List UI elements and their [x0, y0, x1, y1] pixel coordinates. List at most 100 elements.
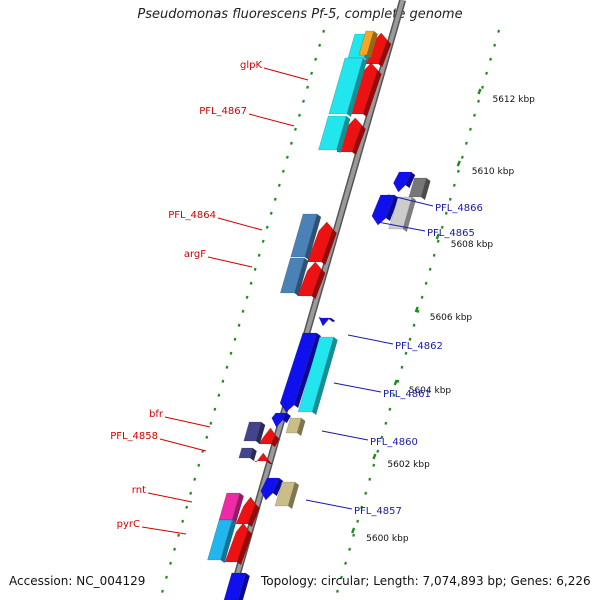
genome-summary-text: Topology: circular; Length: 7,074,893 bp… [261, 574, 591, 588]
gene-arrow-side [282, 413, 291, 423]
scale-tick [376, 449, 380, 453]
scale-tick [436, 239, 440, 243]
scale-tick [473, 113, 476, 117]
gene-label: PFL_4867 [199, 106, 247, 117]
gene-arrow-side [272, 478, 284, 496]
gene-label: glpK [240, 60, 262, 71]
scale-tick [456, 169, 460, 173]
scale-tick [392, 393, 396, 397]
scale-tick [364, 491, 368, 495]
major-tick [393, 379, 398, 386]
forward-cog-block [318, 115, 351, 153]
scale-tick [322, 29, 326, 33]
gene-arrow-side [311, 269, 326, 299]
reverse-cog-block [388, 196, 416, 232]
scale-tick [173, 547, 177, 551]
forward-gene-arrow [258, 427, 280, 447]
gene-label: PFL_4861 [383, 389, 431, 400]
map-title: Pseudomonas fluorescens Pf-5, complete g… [137, 7, 463, 22]
callout-line [159, 438, 207, 452]
scale-tick [412, 323, 416, 327]
gene-block-side [232, 493, 244, 523]
scale-tick [181, 519, 185, 523]
scale-label: 5612 kbp [492, 95, 535, 105]
forward-cog-block [328, 57, 367, 117]
gene-arrow-body [271, 412, 288, 428]
scale-tick [217, 393, 221, 397]
scale-tick [485, 71, 489, 75]
scale-tick [225, 365, 229, 369]
scale-tick [452, 183, 456, 187]
accession-text: Accession: NC_004129 [9, 574, 146, 588]
gene-label: PFL_4857 [354, 506, 402, 517]
outer-left-scale-track [161, 29, 326, 593]
reverse-gene-arrow [393, 171, 416, 193]
scale-tick [205, 435, 209, 439]
scale-tick [360, 505, 364, 509]
scale-tick [165, 575, 168, 579]
gene-block-side [346, 58, 367, 117]
scale-tick [460, 155, 464, 159]
scale-tick [306, 85, 309, 89]
scale-tick [440, 225, 444, 229]
major-tick [414, 306, 419, 313]
forward-gene-arrow [235, 496, 260, 527]
gene-arrow-side [266, 460, 273, 464]
reverse-gene-arrow [318, 316, 336, 327]
scale-tick [229, 351, 233, 355]
scale-tick [372, 463, 376, 467]
scale-tick [209, 421, 213, 425]
gene-block [223, 572, 247, 600]
scale-tick [348, 547, 352, 551]
gene-block-side [366, 31, 378, 58]
scale-tick [169, 561, 172, 565]
scale-tick [213, 407, 217, 411]
scale-tick [404, 351, 408, 355]
callout-line [164, 416, 211, 428]
gene-arrow-body [253, 452, 269, 463]
scale-label: 5610 kbp [472, 167, 515, 177]
scale-tick [481, 85, 484, 89]
scale-tick [344, 561, 347, 565]
gene-block-side [312, 337, 338, 415]
scale-tick [464, 141, 468, 145]
callout-line [147, 492, 193, 503]
reverse-cog-block [297, 336, 338, 415]
scale-tick [356, 519, 360, 523]
gene-block-side [255, 422, 266, 444]
scale-tick [468, 127, 472, 131]
gene-arrow-side [247, 504, 260, 527]
gene-label: PFL_4866 [435, 203, 483, 214]
gene-arrow-side [362, 70, 382, 117]
scale-tick [368, 477, 372, 481]
gene-arrow-side [405, 172, 416, 188]
gene-arrow-body [371, 194, 395, 226]
gene-block-side [304, 214, 322, 260]
scale-tick [336, 589, 339, 593]
scale-tick [185, 505, 189, 509]
scale-tick [444, 211, 448, 215]
scale-tick [289, 141, 293, 145]
gene-arrow-body [224, 522, 249, 563]
scale-tick [408, 337, 412, 341]
scale-tick [193, 477, 197, 481]
forward-cog-block [238, 447, 257, 461]
scale-tick [314, 57, 318, 61]
major-tick [456, 160, 461, 167]
major-tick [351, 527, 356, 534]
scale-tick [298, 113, 301, 117]
forward-cog-block [290, 213, 322, 260]
scale-tick [221, 379, 225, 383]
gene-label: pyrC [117, 519, 140, 530]
callout-line [347, 334, 394, 345]
reverse-gene-arrow [223, 572, 250, 600]
reverse-cog-block [408, 177, 431, 200]
reverse-gene-arrow [279, 332, 321, 413]
gene-block-side [336, 116, 351, 153]
gene-label: rnt [132, 485, 146, 496]
scale-tick [269, 211, 273, 215]
gene-arrow-body [318, 316, 332, 327]
callout-line [217, 217, 263, 231]
forward-cog-block [358, 30, 378, 58]
